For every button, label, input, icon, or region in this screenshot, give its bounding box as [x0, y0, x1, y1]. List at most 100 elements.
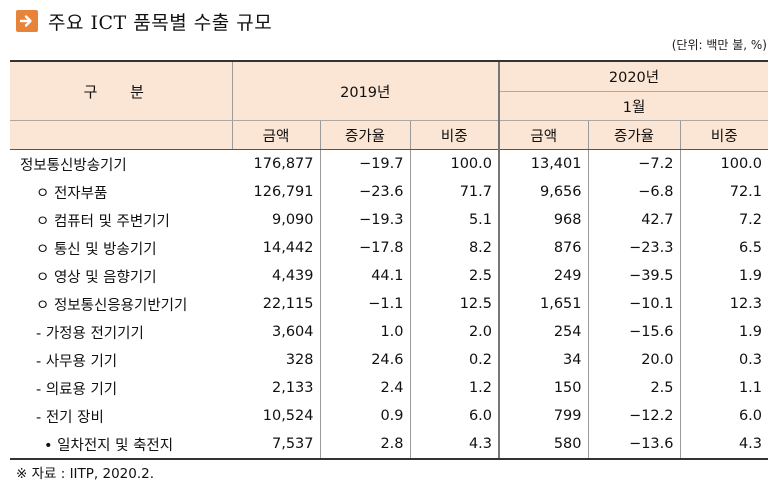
header-col-growth-2019: 증가율	[319, 120, 410, 150]
source-note: ※ 자료 : IITP, 2020.2.	[16, 466, 155, 482]
table-row: • 일차전지 및 축전지 7,537 2.8 4.3 580 −13.6 4.3	[10, 430, 769, 460]
cell-amount-2020: 249	[498, 262, 588, 290]
table-row: ㅇ 정보통신응용기반기기 22,115 −1.1 12.5 1,651 −10.1 12.3	[10, 290, 769, 318]
header-year-2019: 2019년	[231, 60, 499, 121]
table-body: 정보통신방송기기 176,877 −19.7 100.0 13,401 −7.2 100.0…	[10, 149, 769, 460]
cell-share-2019: 0.2	[409, 346, 499, 374]
cell-share-2020: 1.9	[679, 262, 769, 290]
cell-growth-2019: −19.3	[319, 206, 410, 234]
cell-growth-2020: −7.2	[587, 149, 680, 178]
cell-growth-2019: −23.6	[319, 178, 410, 206]
row-label: ㅇ 통신 및 방송기기	[36, 241, 157, 258]
cell-share-2020: 100.0	[679, 149, 769, 178]
cell-share-2020: 6.5	[679, 234, 769, 262]
cell-amount-2019: 176,877	[253, 156, 314, 172]
cell-share-2020: 0.3	[679, 346, 769, 374]
row-label: - 가정용 전기기기	[36, 325, 144, 342]
cell-growth-2019: −1.1	[319, 290, 410, 318]
title-row: 주요 ICT 품목별 수출 규모	[16, 6, 272, 36]
table-row: ㅇ 컴퓨터 및 주변기기 9,090 −19.3 5.1 968 42.7 7.2	[10, 206, 769, 234]
cell-growth-2020: 42.7	[587, 206, 680, 234]
cell-share-2020: 12.3	[679, 290, 769, 318]
row-label: • 일차전지 및 축전지	[10, 430, 232, 460]
cell-growth-2019: −17.8	[319, 234, 410, 262]
cell-growth-2019: 1.0	[319, 318, 410, 346]
cell-growth-2019: 24.6	[319, 346, 410, 374]
cell-amount-2020: 968	[498, 206, 588, 234]
header-col-amount-2019: 금액	[231, 120, 320, 150]
unit-note: (단위: 백만 불, %)	[671, 38, 767, 52]
cell-growth-2020: −23.3	[587, 234, 680, 262]
cell-amount-2019: 7,537	[232, 430, 320, 460]
cell-share-2019: 6.0	[409, 402, 499, 430]
table-row: - 의료용 기기 2,133 2.4 1.2 150 2.5 1.1	[10, 374, 769, 402]
header-year-2020: 2020년	[497, 60, 769, 92]
row-label: - 사무용 기기	[36, 353, 118, 370]
cell-amount-2020: 150	[498, 374, 588, 402]
cell-share-2019: 2.0	[409, 318, 499, 346]
cell-share-2019: 4.3	[409, 430, 499, 460]
cell-growth-2020: −15.6	[587, 318, 680, 346]
cell-share-2020: 4.3	[679, 430, 769, 460]
cell-amount-2019: 9,090	[271, 212, 314, 228]
cell-growth-2020: −10.1	[587, 290, 680, 318]
row-label: 정보통신방송기기	[20, 157, 127, 174]
cell-growth-2020: −13.6	[587, 430, 680, 460]
header-month: 1월	[497, 91, 769, 121]
cell-amount-2020: 799	[498, 402, 588, 430]
cell-amount-2020: 13,401	[498, 149, 588, 178]
arrow-right-icon	[16, 10, 38, 32]
row-label: - 의료용 기기	[36, 381, 118, 398]
cell-growth-2019: −19.7	[319, 149, 410, 178]
cell-growth-2019: 0.9	[319, 402, 410, 430]
table-row: 정보통신방송기기 176,877 −19.7 100.0 13,401 −7.2 100.0	[10, 149, 769, 178]
cell-share-2020: 1.1	[679, 374, 769, 402]
row-label: ㅇ 전자부품	[36, 185, 108, 202]
cell-amount-2019: 126,791	[253, 184, 314, 200]
cell-growth-2020: −6.8	[587, 178, 680, 206]
export-table: 구 분 2019년 2020년 1월 금액 증가율 비중 금액 증가율 비중 정…	[10, 60, 769, 460]
cell-share-2019: 1.2	[409, 374, 499, 402]
cell-amount-2020: 580	[498, 430, 588, 460]
table-row: - 사무용 기기 328 24.6 0.2 34 20.0 0.3	[10, 346, 769, 374]
cell-growth-2020: 20.0	[587, 346, 680, 374]
cell-amount-2019: 14,442	[262, 240, 314, 256]
table-row: - 전기 장비 10,524 0.9 6.0 799 −12.2 6.0	[10, 402, 769, 430]
table-row: - 가정용 전기기기 3,604 1.0 2.0 254 −15.6 1.9	[10, 318, 769, 346]
cell-growth-2019: 2.8	[319, 430, 410, 460]
cell-growth-2020: 2.5	[587, 374, 680, 402]
cell-share-2020: 6.0	[679, 402, 769, 430]
header-col-share-2019: 비중	[409, 120, 499, 150]
cell-share-2020: 7.2	[679, 206, 769, 234]
header-empty	[10, 120, 232, 150]
cell-share-2019: 71.7	[409, 178, 499, 206]
cell-amount-2019: 10,524	[262, 408, 314, 424]
cell-growth-2019: 44.1	[319, 262, 410, 290]
cell-share-2019: 2.5	[409, 262, 499, 290]
header-col-share-2020: 비중	[679, 120, 769, 150]
cell-growth-2020: −12.2	[587, 402, 680, 430]
cell-share-2019: 8.2	[409, 234, 499, 262]
cell-growth-2020: −39.5	[587, 262, 680, 290]
cell-share-2019: 100.0	[409, 149, 499, 178]
cell-amount-2020: 1,651	[498, 290, 588, 318]
cell-growth-2019: 2.4	[319, 374, 410, 402]
table-row: ㅇ 영상 및 음향기기 4,439 44.1 2.5 249 −39.5 1.9	[10, 262, 769, 290]
cell-share-2019: 12.5	[409, 290, 499, 318]
row-label: - 전기 장비	[36, 409, 104, 426]
row-label: ㅇ 정보통신응용기반기기	[36, 297, 188, 314]
cell-amount-2019: 22,115	[262, 296, 314, 312]
cell-share-2019: 5.1	[409, 206, 499, 234]
cell-share-2020: 1.9	[679, 318, 769, 346]
cell-amount-2019: 3,604	[271, 324, 314, 340]
cell-amount-2019: 4,439	[271, 268, 314, 284]
cell-amount-2019: 328	[285, 352, 314, 368]
page-title: 주요 ICT 품목별 수출 규모	[48, 11, 273, 34]
cell-amount-2020: 34	[498, 346, 588, 374]
row-label: ㅇ 영상 및 음향기기	[36, 269, 157, 286]
header-col-amount-2020: 금액	[498, 120, 588, 150]
cell-amount-2020: 254	[498, 318, 588, 346]
header-category: 구 분	[10, 60, 232, 121]
table-row: ㅇ 통신 및 방송기기 14,442 −17.8 8.2 876 −23.3 6.5	[10, 234, 769, 262]
table-row: ㅇ 전자부품 126,791 −23.6 71.7 9,656 −6.8 72.1	[10, 178, 769, 206]
